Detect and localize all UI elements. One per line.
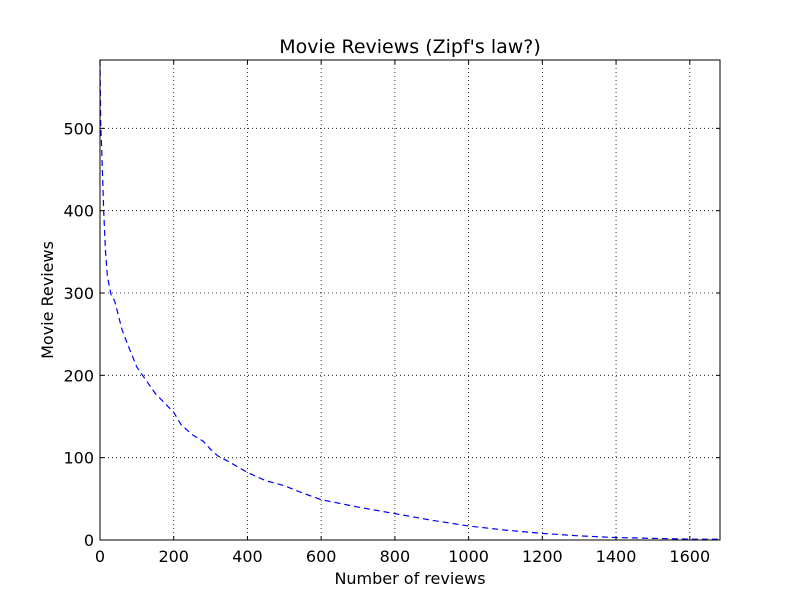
x-tick-label: 400 (232, 547, 263, 566)
x-tick-label: 200 (158, 547, 189, 566)
y-tick-label: 0 (84, 531, 94, 550)
y-tick-label: 100 (63, 449, 94, 468)
x-tick-label: 800 (380, 547, 411, 566)
axis-ticks: 0 200 400 600 800 1000 1200 1400 1600 0 100 200 300 4… (63, 60, 720, 566)
y-axis-label: Movie Reviews (38, 241, 57, 359)
x-tick-label: 1200 (522, 547, 563, 566)
y-tick-label: 300 (63, 284, 94, 303)
plot-frame (99, 59, 721, 541)
y-tick-label: 500 (63, 119, 94, 138)
y-tick-label: 200 (63, 366, 94, 385)
x-tick-label: 600 (306, 547, 337, 566)
x-tick-label: 0 (95, 547, 105, 566)
y-tick-label: 400 (63, 202, 94, 221)
x-tick-label: 1600 (669, 547, 710, 566)
grid-lines (99, 60, 720, 541)
series-layer (99, 59, 720, 540)
x-tick-label: 1400 (596, 547, 637, 566)
series-line (99, 59, 720, 540)
chart-title: Movie Reviews (Zipf's law?) (279, 36, 541, 58)
x-axis-label: Number of reviews (334, 569, 485, 588)
x-tick-label: 1000 (448, 547, 489, 566)
